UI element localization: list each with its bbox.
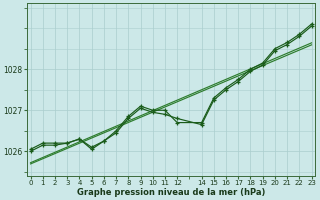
X-axis label: Graphe pression niveau de la mer (hPa): Graphe pression niveau de la mer (hPa) (77, 188, 265, 197)
